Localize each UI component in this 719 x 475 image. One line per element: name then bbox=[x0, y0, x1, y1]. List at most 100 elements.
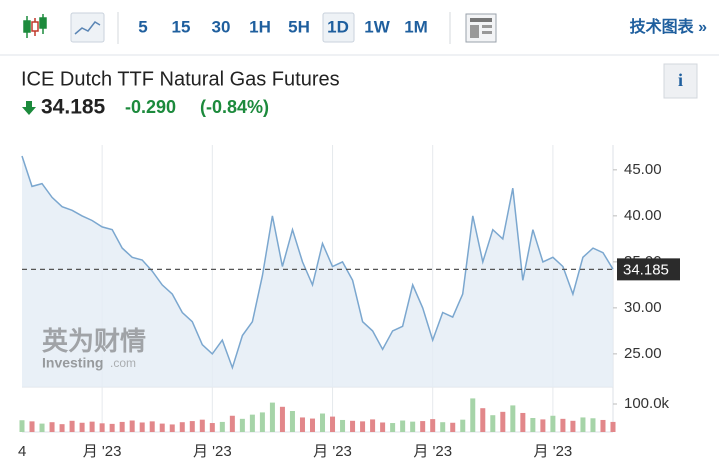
watermark-domain: .com bbox=[110, 356, 136, 370]
watermark-brand: 英为财情 bbox=[42, 326, 146, 356]
technical-chart-link[interactable]: 技术图表 » bbox=[630, 17, 707, 36]
volume-bar bbox=[380, 422, 386, 432]
volume-bar bbox=[520, 412, 526, 432]
volume-bar bbox=[159, 423, 165, 432]
volume-bar bbox=[550, 415, 556, 432]
volume-bar bbox=[420, 421, 426, 432]
volume-bar bbox=[570, 420, 576, 432]
down-arrow bbox=[22, 101, 36, 115]
last-price-label: 34.185 bbox=[623, 261, 669, 278]
volume-tick-label: 100.0k bbox=[624, 395, 670, 412]
volume-bar bbox=[440, 422, 446, 432]
price-change-percent: (-0.84%) bbox=[200, 97, 269, 117]
line-icon[interactable] bbox=[70, 12, 105, 43]
selected-interval-bg bbox=[322, 12, 355, 43]
last-price: 34.185 bbox=[41, 96, 106, 119]
y-tick-label: 25.00 bbox=[624, 345, 662, 362]
volume-bar bbox=[320, 413, 326, 432]
volume-bar bbox=[460, 419, 466, 432]
last-price-tag bbox=[617, 258, 680, 281]
volume-bar bbox=[229, 415, 235, 432]
volume-bar bbox=[259, 412, 265, 432]
volume-bar bbox=[249, 414, 255, 432]
volume-bar bbox=[129, 420, 135, 432]
line-icon-glyph bbox=[74, 21, 101, 35]
volume-bar bbox=[199, 419, 205, 432]
volume-bar bbox=[49, 422, 55, 432]
volume-bar bbox=[400, 420, 406, 432]
x-tick-label: 月 '23 bbox=[534, 443, 573, 460]
volume-bar bbox=[600, 419, 606, 432]
volume-bar bbox=[29, 421, 35, 432]
instrument-title: ICE Dutch TTF Natural Gas Futures bbox=[21, 68, 340, 90]
volume-bar bbox=[299, 417, 305, 432]
interval-button[interactable]: 1D bbox=[327, 17, 349, 36]
volume-bar bbox=[590, 418, 596, 432]
volume-bar bbox=[99, 423, 105, 432]
x-tick-label: 月 '23 bbox=[193, 443, 232, 460]
volume-bar bbox=[69, 420, 75, 432]
price-change: -0.290 bbox=[125, 97, 176, 117]
volume-bar bbox=[119, 421, 125, 432]
volume-bar bbox=[39, 423, 45, 432]
info-icon: i bbox=[678, 70, 683, 90]
interval-button[interactable]: 1H bbox=[249, 17, 271, 36]
volume-bar bbox=[89, 421, 95, 432]
price-line bbox=[21, 155, 614, 371]
volume-bar bbox=[610, 421, 616, 432]
volume-bar bbox=[79, 422, 85, 432]
price-area bbox=[22, 156, 613, 387]
watermark-site: Investing bbox=[42, 355, 103, 371]
volume-bar bbox=[530, 418, 536, 432]
volume-bar bbox=[169, 424, 175, 432]
y-tick-label: 45.00 bbox=[624, 161, 662, 178]
interval-button[interactable]: 1M bbox=[404, 17, 428, 36]
x-tick-label: 4 bbox=[18, 443, 26, 460]
volume-bar bbox=[219, 421, 225, 432]
volume-bar bbox=[289, 411, 295, 432]
volume-bar bbox=[309, 418, 315, 432]
y-tick-label: 40.00 bbox=[624, 207, 662, 224]
volume-bar bbox=[480, 408, 486, 432]
interval-button[interactable]: 30 bbox=[212, 17, 231, 36]
volume-bar bbox=[560, 418, 566, 432]
x-tick-label: 月 '23 bbox=[83, 443, 122, 460]
volume-bar bbox=[209, 423, 215, 432]
volume-bar bbox=[139, 422, 145, 432]
volume-bar bbox=[450, 422, 456, 432]
volume-bar bbox=[580, 417, 586, 432]
x-tick-label: 月 '23 bbox=[313, 443, 352, 460]
interval-button[interactable]: 5 bbox=[138, 17, 147, 36]
volume-bar bbox=[370, 419, 376, 432]
x-tick-label: 月 '23 bbox=[413, 443, 452, 460]
volume-bar bbox=[340, 419, 346, 432]
watermark: 英为财情 Investing .com bbox=[42, 326, 146, 371]
interval-button[interactable]: 15 bbox=[172, 17, 191, 36]
candle-icon[interactable] bbox=[23, 14, 47, 38]
volume-bar bbox=[500, 411, 506, 432]
y-tick-label: 30.00 bbox=[624, 299, 662, 316]
volume-bar bbox=[540, 419, 546, 432]
volume-bar bbox=[470, 398, 476, 432]
volume-bar bbox=[179, 422, 185, 432]
interval-button[interactable]: 5H bbox=[288, 17, 310, 36]
layout-icon[interactable] bbox=[465, 13, 497, 43]
volume-bar bbox=[189, 421, 195, 432]
volume-bar bbox=[410, 421, 416, 432]
volume-bar bbox=[149, 421, 155, 432]
volume-bar bbox=[19, 420, 25, 432]
volume-bar bbox=[279, 406, 285, 432]
volume-bar bbox=[350, 420, 356, 432]
volume-bar bbox=[330, 416, 336, 432]
volume-bar bbox=[430, 419, 436, 432]
volume-bar bbox=[239, 418, 245, 432]
volume-bar bbox=[510, 405, 516, 432]
volume-bar bbox=[360, 421, 366, 432]
volume-bar bbox=[490, 415, 496, 432]
volume-bar bbox=[109, 423, 115, 432]
info-button[interactable] bbox=[663, 63, 698, 99]
toolbar: 技术图表 » 5 15 30 1H 5H 1D 1W 1M bbox=[23, 12, 707, 44]
volume-bar bbox=[269, 402, 275, 432]
interval-button[interactable]: 1W bbox=[364, 17, 390, 36]
